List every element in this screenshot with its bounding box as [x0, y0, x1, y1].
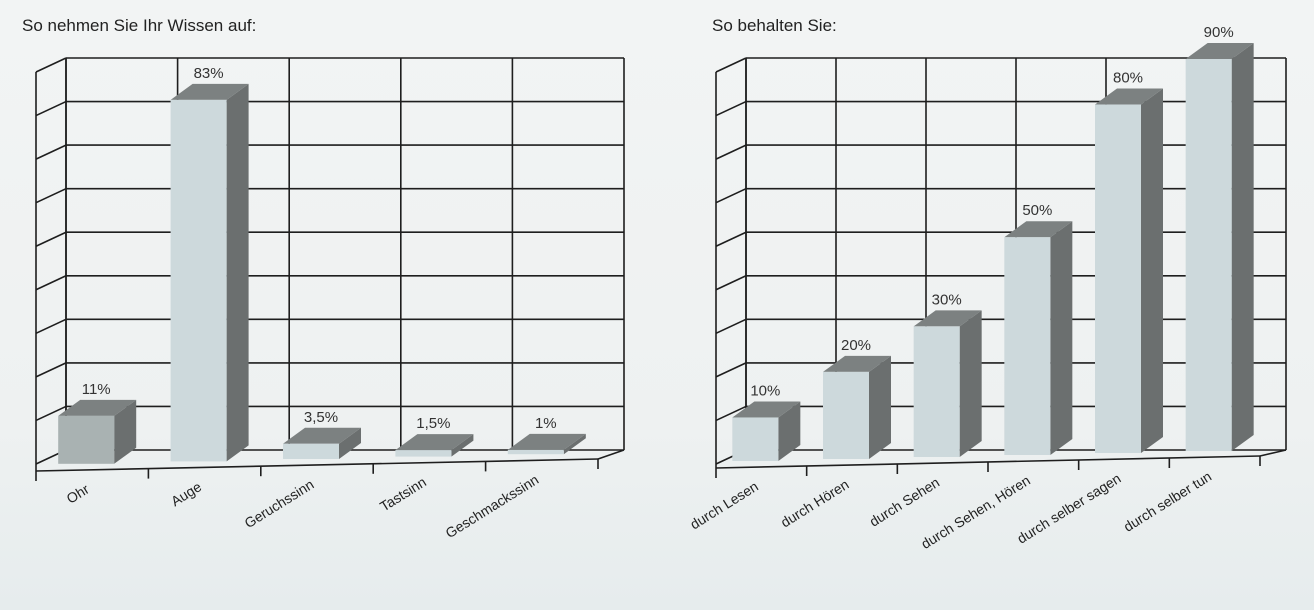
- floor-right-edge: [1259, 449, 1287, 457]
- wall-slant: [715, 275, 747, 291]
- bar-side: [1050, 221, 1073, 455]
- bar-side: [869, 355, 891, 459]
- data-label: 3,5%: [304, 409, 338, 426]
- bar-top: [1185, 43, 1254, 59]
- data-label: 50%: [1022, 202, 1052, 219]
- bar-side: [959, 310, 982, 457]
- category-label: durch Hören: [778, 476, 852, 530]
- bar-top: [170, 83, 249, 100]
- bar: [58, 415, 115, 464]
- data-label: 83%: [194, 65, 224, 82]
- category-label: durch Lesen: [687, 478, 761, 532]
- category-label: durch selber tun: [1121, 468, 1215, 535]
- data-label: 10%: [750, 382, 780, 399]
- category-label: Geruchssinn: [241, 476, 316, 531]
- wall-slant: [35, 362, 67, 378]
- data-label: 20%: [841, 337, 871, 354]
- wall-slant: [35, 187, 67, 204]
- bar-top: [507, 433, 586, 450]
- bar-side: [451, 434, 474, 457]
- wall-slant: [35, 57, 67, 73]
- bar: [823, 371, 869, 459]
- category-label: Ohr: [64, 481, 93, 507]
- wall-slant: [35, 318, 67, 335]
- wall-slant: [715, 144, 747, 160]
- data-label: 90%: [1204, 24, 1234, 41]
- wall-slant: [35, 231, 67, 247]
- wall-slant: [35, 275, 67, 291]
- wall-slant: [35, 100, 67, 117]
- bar-side: [339, 427, 361, 459]
- chart-left: 11% Ohr 83% Auge 3,5% Geruchssinn 1,5% Tastsinn…: [35, 57, 625, 541]
- bar-side: [1141, 88, 1163, 454]
- data-label: 1%: [535, 415, 557, 432]
- category-label: Tastsinn: [377, 474, 429, 515]
- wall-slant: [715, 231, 747, 247]
- bar: [395, 450, 452, 457]
- bar: [1185, 59, 1232, 451]
- wall-slant: [35, 405, 67, 422]
- chart-title-left: So nehmen Sie Ihr Wissen auf:: [22, 16, 257, 35]
- data-label: 1,5%: [416, 415, 450, 432]
- bar: [732, 417, 779, 461]
- bar-side: [114, 399, 137, 464]
- bar: [1095, 104, 1141, 454]
- bar: [170, 99, 227, 462]
- bar-side: [778, 401, 801, 461]
- chart-right: 10% durch Lesen 20% durch Hören 30% durch Seh…: [687, 24, 1287, 552]
- bar: [283, 443, 339, 459]
- floor-front-edge: [35, 458, 599, 472]
- bar-top: [913, 310, 982, 327]
- wall-slant: [715, 362, 747, 378]
- category-label: durch Sehen: [866, 474, 942, 530]
- bar-top: [58, 399, 137, 416]
- category-label: Auge: [168, 478, 204, 509]
- bar-side: [563, 433, 586, 455]
- bar-top: [1004, 221, 1073, 238]
- bar-side: [226, 83, 249, 462]
- bar-top: [1095, 88, 1163, 105]
- bar-top: [395, 434, 474, 451]
- bar-side: [1231, 43, 1254, 451]
- bar-top: [732, 401, 801, 418]
- bar: [913, 326, 960, 457]
- wall-slant: [715, 405, 747, 422]
- data-label: 11%: [82, 381, 111, 398]
- wall-slant: [35, 144, 67, 160]
- wall-slant: [715, 318, 747, 335]
- wall-slant: [715, 57, 747, 73]
- chart-title-right: So behalten Sie:: [712, 16, 837, 35]
- floor-right-edge: [597, 449, 625, 460]
- wall-slant: [715, 187, 747, 204]
- bar: [1004, 237, 1051, 455]
- bar: [507, 449, 564, 455]
- bar-top: [823, 355, 891, 372]
- data-label: 80%: [1113, 70, 1143, 87]
- data-label: 30%: [932, 291, 962, 308]
- bar-top: [283, 427, 361, 444]
- category-label: Geschmackssinn: [443, 471, 542, 541]
- wall-slant: [715, 100, 747, 117]
- category-label: durch selber sagen: [1014, 470, 1123, 547]
